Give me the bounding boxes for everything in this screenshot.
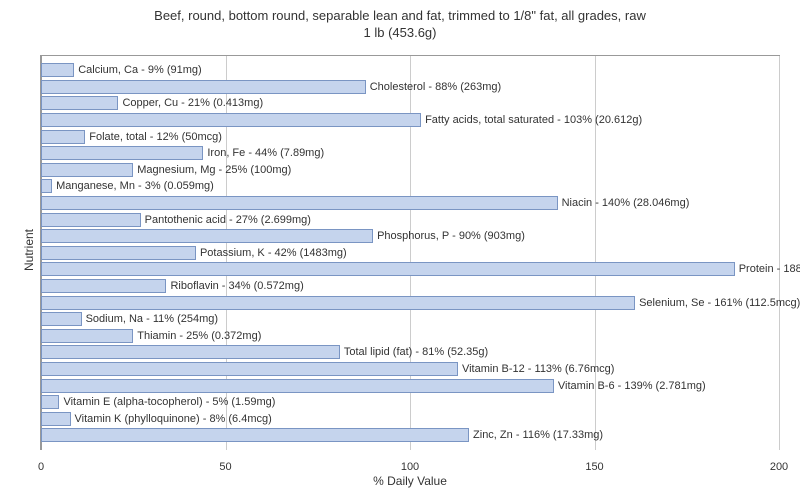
bar-row: Folate, total - 12% (50mcg) bbox=[41, 130, 779, 144]
x-tick-label: 50 bbox=[219, 461, 231, 473]
bar-row: Vitamin K (phylloquinone) - 8% (6.4mcg) bbox=[41, 412, 779, 426]
nutrient-bar-label: Protein - 188% (93.90g) bbox=[735, 263, 800, 275]
nutrient-bar bbox=[41, 246, 196, 260]
bar-row: Vitamin B-12 - 113% (6.76mcg) bbox=[41, 362, 779, 376]
nutrient-bar-label: Sodium, Na - 11% (254mg) bbox=[82, 313, 218, 325]
nutrient-bar bbox=[41, 213, 141, 227]
bar-row: Copper, Cu - 21% (0.413mg) bbox=[41, 96, 779, 110]
nutrient-bar bbox=[41, 329, 133, 343]
nutrient-bar-label: Thiamin - 25% (0.372mg) bbox=[133, 330, 261, 342]
nutrient-bar bbox=[41, 163, 133, 177]
y-axis-label: Nutrient bbox=[22, 229, 36, 271]
bars-container: Calcium, Ca - 9% (91mg) Cholesterol - 88%… bbox=[41, 62, 779, 444]
bar-row: Pantothenic acid - 27% (2.699mg) bbox=[41, 213, 779, 227]
nutrient-bar bbox=[41, 96, 118, 110]
nutrient-bar bbox=[41, 428, 469, 442]
bar-row: Thiamin - 25% (0.372mg) bbox=[41, 329, 779, 343]
nutrient-bar bbox=[41, 146, 203, 160]
nutrient-bar bbox=[41, 312, 82, 326]
bar-row: Selenium, Se - 161% (112.5mcg) bbox=[41, 296, 779, 310]
bar-row: Niacin - 140% (28.046mg) bbox=[41, 196, 779, 210]
nutrient-bar bbox=[41, 80, 366, 94]
bar-row: Vitamin B-6 - 139% (2.781mg) bbox=[41, 379, 779, 393]
nutrient-bar-label: Vitamin K (phylloquinone) - 8% (6.4mcg) bbox=[71, 413, 272, 425]
chart-title-line1: Beef, round, bottom round, separable lea… bbox=[154, 8, 646, 23]
nutrient-bar bbox=[41, 412, 71, 426]
nutrient-bar bbox=[41, 362, 458, 376]
nutrient-chart: Beef, round, bottom round, separable lea… bbox=[0, 0, 800, 500]
nutrient-bar-label: Copper, Cu - 21% (0.413mg) bbox=[118, 97, 263, 109]
nutrient-bar bbox=[41, 63, 74, 77]
nutrient-bar-label: Fatty acids, total saturated - 103% (20.… bbox=[421, 114, 642, 126]
bar-row: Riboflavin - 34% (0.572mg) bbox=[41, 279, 779, 293]
bar-row: Zinc, Zn - 116% (17.33mg) bbox=[41, 428, 779, 442]
nutrient-bar-label: Folate, total - 12% (50mcg) bbox=[85, 131, 222, 143]
nutrient-bar-label: Riboflavin - 34% (0.572mg) bbox=[166, 280, 303, 292]
plot-area: Calcium, Ca - 9% (91mg) Cholesterol - 88%… bbox=[40, 55, 780, 450]
nutrient-bar-label: Phosphorus, P - 90% (903mg) bbox=[373, 230, 525, 242]
nutrient-bar bbox=[41, 179, 52, 193]
nutrient-bar bbox=[41, 229, 373, 243]
bar-row: Manganese, Mn - 3% (0.059mg) bbox=[41, 179, 779, 193]
nutrient-bar bbox=[41, 196, 558, 210]
nutrient-bar bbox=[41, 296, 635, 310]
bar-row: Potassium, K - 42% (1483mg) bbox=[41, 246, 779, 260]
gridline bbox=[779, 56, 780, 450]
nutrient-bar-label: Cholesterol - 88% (263mg) bbox=[366, 81, 501, 93]
x-tick-label: 0 bbox=[38, 461, 44, 473]
nutrient-bar bbox=[41, 130, 85, 144]
nutrient-bar bbox=[41, 379, 554, 393]
nutrient-bar-label: Magnesium, Mg - 25% (100mg) bbox=[133, 164, 291, 176]
nutrient-bar-label: Total lipid (fat) - 81% (52.35g) bbox=[340, 346, 488, 358]
nutrient-bar-label: Calcium, Ca - 9% (91mg) bbox=[74, 64, 201, 76]
nutrient-bar bbox=[41, 395, 59, 409]
nutrient-bar-label: Vitamin E (alpha-tocopherol) - 5% (1.59m… bbox=[59, 396, 275, 408]
chart-title-line2: 1 lb (453.6g) bbox=[364, 25, 437, 40]
nutrient-bar-label: Potassium, K - 42% (1483mg) bbox=[196, 247, 347, 259]
nutrient-bar bbox=[41, 262, 735, 276]
nutrient-bar-label: Iron, Fe - 44% (7.89mg) bbox=[203, 147, 324, 159]
nutrient-bar bbox=[41, 113, 421, 127]
bar-row: Cholesterol - 88% (263mg) bbox=[41, 80, 779, 94]
nutrient-bar-label: Vitamin B-6 - 139% (2.781mg) bbox=[554, 380, 706, 392]
nutrient-bar-label: Pantothenic acid - 27% (2.699mg) bbox=[141, 214, 311, 226]
nutrient-bar-label: Zinc, Zn - 116% (17.33mg) bbox=[469, 429, 603, 441]
nutrient-bar bbox=[41, 279, 166, 293]
x-axis-label: % Daily Value bbox=[40, 474, 780, 488]
nutrient-bar-label: Niacin - 140% (28.046mg) bbox=[558, 197, 690, 209]
chart-title: Beef, round, bottom round, separable lea… bbox=[0, 0, 800, 42]
nutrient-bar-label: Manganese, Mn - 3% (0.059mg) bbox=[52, 180, 214, 192]
bar-row: Vitamin E (alpha-tocopherol) - 5% (1.59m… bbox=[41, 395, 779, 409]
nutrient-bar-label: Selenium, Se - 161% (112.5mcg) bbox=[635, 297, 800, 309]
bar-row: Phosphorus, P - 90% (903mg) bbox=[41, 229, 779, 243]
bar-row: Total lipid (fat) - 81% (52.35g) bbox=[41, 345, 779, 359]
bar-row: Fatty acids, total saturated - 103% (20.… bbox=[41, 113, 779, 127]
nutrient-bar bbox=[41, 345, 340, 359]
x-tick-label: 100 bbox=[401, 461, 419, 473]
x-tick-label: 200 bbox=[770, 461, 788, 473]
bar-row: Protein - 188% (93.90g) bbox=[41, 262, 779, 276]
x-tick-label: 150 bbox=[585, 461, 603, 473]
nutrient-bar-label: Vitamin B-12 - 113% (6.76mcg) bbox=[458, 363, 614, 375]
bar-row: Sodium, Na - 11% (254mg) bbox=[41, 312, 779, 326]
bar-row: Calcium, Ca - 9% (91mg) bbox=[41, 63, 779, 77]
bar-row: Magnesium, Mg - 25% (100mg) bbox=[41, 163, 779, 177]
bar-row: Iron, Fe - 44% (7.89mg) bbox=[41, 146, 779, 160]
